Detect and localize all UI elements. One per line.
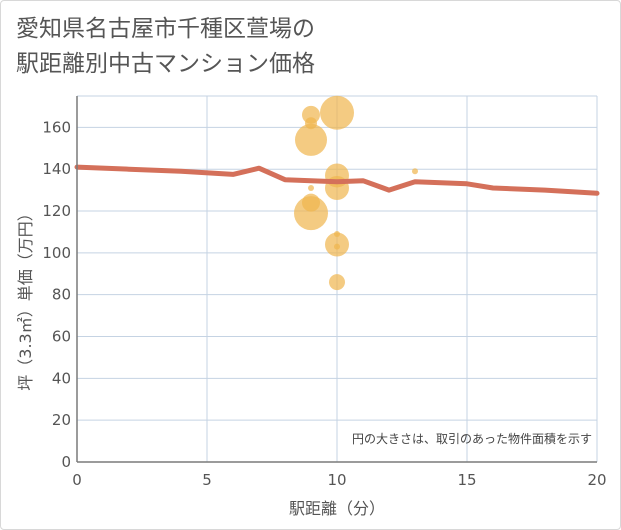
y-tick-label: 160 bbox=[42, 118, 71, 136]
x-axis-label: 駅距離（分） bbox=[289, 499, 385, 518]
y-tick-labels: 0 20 40 60 80 100 120 140 160 bbox=[42, 118, 71, 471]
chart-title: 愛知県名古屋市千種区萱場の 駅距離別中古マンション価格 bbox=[16, 12, 315, 82]
axes bbox=[76, 96, 597, 463]
x-tick-label: 5 bbox=[202, 471, 212, 489]
y-tick-label: 20 bbox=[52, 411, 71, 429]
y-tick-label: 120 bbox=[42, 202, 71, 220]
chart-note: 円の大きさは、取引のあった物件面積を示す bbox=[352, 431, 592, 446]
bubble-point bbox=[295, 123, 327, 156]
y-tick-label: 0 bbox=[61, 453, 71, 471]
y-tick-label: 80 bbox=[52, 286, 71, 304]
x-tick-label: 10 bbox=[327, 471, 346, 489]
y-tick-label: 60 bbox=[52, 328, 71, 346]
x-tick-labels: 0 5 10 15 20 bbox=[72, 471, 606, 489]
bubble-point bbox=[320, 95, 354, 130]
x-tick-label: 15 bbox=[457, 471, 476, 489]
bubble-point bbox=[329, 274, 345, 291]
trend-line bbox=[74, 164, 600, 196]
chart-title-line2: 駅距離別中古マンション価格 bbox=[16, 51, 315, 77]
bubbles bbox=[294, 95, 418, 291]
x-tick-label: 0 bbox=[72, 471, 82, 489]
bubble-point bbox=[294, 196, 328, 231]
y-tick-label: 140 bbox=[42, 160, 71, 178]
y-tick-label: 100 bbox=[42, 244, 71, 262]
y-axis-label: 坪（3.3㎡）単価（万円） bbox=[16, 205, 35, 390]
chart-title-line1: 愛知県名古屋市千種区萱場の bbox=[16, 16, 315, 42]
trend-line-group bbox=[74, 164, 600, 196]
bubble-point bbox=[412, 168, 418, 175]
bubble-point bbox=[334, 243, 340, 250]
y-tick-label: 40 bbox=[52, 369, 71, 387]
bubble-point bbox=[308, 185, 314, 192]
x-tick-label: 20 bbox=[587, 471, 606, 489]
